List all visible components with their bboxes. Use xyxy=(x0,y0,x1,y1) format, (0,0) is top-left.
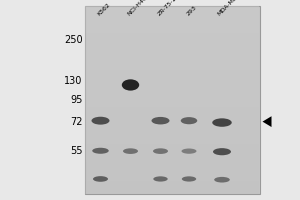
Text: 72: 72 xyxy=(70,117,83,127)
Ellipse shape xyxy=(213,148,231,155)
Ellipse shape xyxy=(181,117,197,124)
Ellipse shape xyxy=(214,177,230,183)
Ellipse shape xyxy=(93,176,108,182)
Text: 55: 55 xyxy=(70,146,83,156)
Text: 250: 250 xyxy=(64,35,82,45)
Ellipse shape xyxy=(182,176,196,182)
Text: K562: K562 xyxy=(97,2,112,16)
Text: MDA-MB231: MDA-MB231 xyxy=(217,0,248,16)
Text: 293: 293 xyxy=(185,4,197,16)
Text: 130: 130 xyxy=(64,76,83,86)
Bar xyxy=(85,6,260,194)
Ellipse shape xyxy=(152,117,169,124)
Ellipse shape xyxy=(153,148,168,154)
Ellipse shape xyxy=(212,118,232,127)
Ellipse shape xyxy=(123,148,138,154)
Text: ZR-75-1: ZR-75-1 xyxy=(157,0,178,16)
Ellipse shape xyxy=(92,148,109,154)
Polygon shape xyxy=(262,116,272,127)
Ellipse shape xyxy=(153,176,168,182)
Ellipse shape xyxy=(122,79,139,91)
Ellipse shape xyxy=(92,117,110,125)
Text: 95: 95 xyxy=(70,95,82,105)
Ellipse shape xyxy=(182,149,196,154)
Text: NCI-H460: NCI-H460 xyxy=(127,0,152,16)
